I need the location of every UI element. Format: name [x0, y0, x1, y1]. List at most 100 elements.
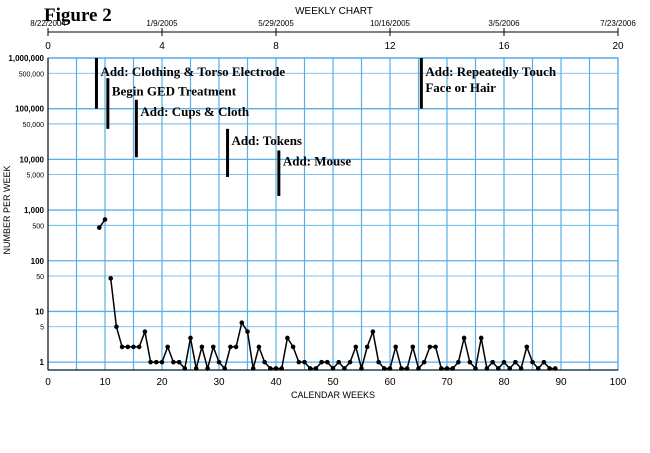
x-tick-label: 90 — [555, 377, 567, 388]
data-point — [154, 359, 159, 365]
data-point — [501, 359, 507, 365]
top-week-label: 12 — [384, 41, 396, 52]
data-point — [553, 366, 558, 371]
data-point — [245, 329, 250, 334]
data-point — [524, 344, 530, 350]
data-point — [325, 359, 330, 365]
data-point — [188, 335, 193, 341]
y-axis-label: NUMBER PER WEEK — [2, 165, 12, 254]
data-point — [364, 344, 370, 350]
data-point — [233, 344, 239, 350]
data-point — [250, 366, 256, 371]
data-point — [461, 335, 467, 341]
date-labels: 8/22/2004 1/9/2005 5/29/2005 10/16/2005 3/5/… — [30, 19, 636, 28]
x-tick-label: 30 — [213, 377, 225, 388]
x-tick-label: 100 — [610, 377, 627, 388]
y-tick-label: 500,000 — [19, 71, 44, 78]
data-point — [256, 344, 262, 350]
top-week-label: 8 — [273, 41, 279, 52]
x-tick-label: 50 — [327, 377, 339, 388]
grid — [48, 57, 618, 370]
data-point — [336, 359, 342, 365]
data-point — [484, 366, 490, 371]
data-point — [507, 366, 512, 371]
data-point — [370, 329, 376, 334]
figure-label: Figure 2 — [44, 5, 112, 26]
date-label: 3/5/2006 — [488, 19, 520, 28]
data-point — [296, 359, 302, 365]
data-point — [404, 366, 410, 371]
data-point — [165, 344, 170, 350]
data-point — [319, 359, 324, 365]
x-axis: 0 10 20 30 40 50 60 70 80 90 100 — [45, 377, 627, 388]
data-point — [222, 366, 227, 371]
data-point — [433, 344, 438, 350]
data-point — [182, 366, 188, 371]
data-point — [473, 366, 478, 371]
chart-title: WEEKLY CHART — [295, 6, 373, 17]
y-axis: 1,000,000 500,000 100,000 50,000 10,000 5,000… — [8, 54, 44, 367]
data-point — [216, 359, 222, 365]
data-point — [359, 366, 364, 371]
phase-annotation: Add: Clothing & Torso Electrode — [100, 64, 285, 79]
data-point — [193, 366, 199, 371]
data-point — [228, 344, 233, 350]
data-point — [382, 366, 387, 371]
y-tick-label: 1,000,000 — [8, 54, 44, 63]
data-series — [97, 217, 558, 372]
data-point — [268, 366, 273, 371]
date-label: 8/22/2004 — [30, 19, 66, 28]
data-point — [450, 366, 456, 371]
data-point — [97, 225, 102, 230]
data-point — [439, 366, 444, 371]
phase-annotation: Add: Mouse — [283, 154, 351, 169]
y-tick-label: 1 — [40, 358, 45, 367]
data-point — [290, 344, 296, 350]
data-point — [176, 359, 182, 365]
data-point — [393, 344, 399, 350]
data-point — [307, 366, 313, 371]
data-point — [119, 344, 125, 350]
phase-annotation: Begin GED Treatment — [112, 83, 237, 98]
data-point — [376, 359, 381, 365]
phase-annotation: Add: Tokens — [232, 133, 302, 148]
date-label: 7/23/2006 — [600, 19, 636, 28]
y-tick-label: 10,000 — [20, 155, 45, 164]
data-point — [444, 366, 450, 371]
data-point — [273, 366, 279, 371]
date-label: 10/16/2005 — [370, 19, 411, 28]
data-point — [547, 366, 552, 371]
data-point — [148, 359, 153, 365]
data-point — [114, 324, 119, 330]
phase-annotation: Add: Repeatedly Touch — [425, 64, 557, 79]
data-point — [302, 359, 307, 365]
y-tick-label: 5 — [40, 325, 44, 332]
x-tick-label: 0 — [45, 377, 51, 388]
y-tick-label: 50,000 — [23, 122, 45, 129]
data-point — [541, 359, 547, 365]
data-point — [313, 366, 319, 371]
y-tick-label: 500 — [32, 223, 44, 230]
data-point — [467, 359, 473, 365]
data-point — [456, 359, 461, 365]
x-tick-label: 60 — [384, 377, 396, 388]
data-point — [159, 359, 165, 365]
data-point — [353, 344, 359, 350]
x-tick-label: 10 — [99, 377, 111, 388]
data-point — [399, 366, 404, 371]
data-point — [125, 344, 131, 350]
y-tick-label: 50 — [36, 274, 44, 281]
data-point — [330, 366, 336, 371]
phase-annotations: Add: Clothing & Torso Electrode Begin GED… — [100, 64, 556, 168]
phase-change-lines — [94, 58, 423, 196]
x-axis-label: CALENDAR WEEKS — [291, 390, 375, 400]
data-point — [421, 359, 427, 365]
date-label: 5/29/2005 — [258, 19, 294, 28]
x-tick-label: 40 — [270, 377, 282, 388]
data-point — [478, 335, 484, 341]
phase-annotation: Add: Cups & Cloth — [140, 104, 249, 119]
data-point — [108, 276, 113, 281]
data-point — [142, 329, 148, 334]
y-tick-label: 100 — [31, 257, 45, 266]
